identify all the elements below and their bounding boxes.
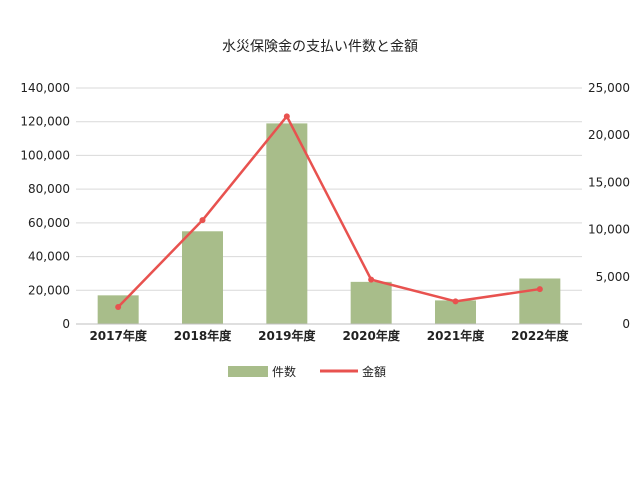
line-point <box>368 276 375 283</box>
legend-label-bar: 件数 <box>272 364 296 379</box>
left-tick-label: 140,000 <box>20 81 70 95</box>
line-point <box>283 113 290 120</box>
x-tick-label: 2020年度 <box>342 328 400 343</box>
legend: 件数 金額 <box>228 364 386 379</box>
right-axis-ticks: 0 5,000 10,000 15,000 20,000 25,000 <box>588 81 630 331</box>
right-tick-label: 5,000 <box>596 270 630 284</box>
legend-label-line: 金額 <box>362 364 386 379</box>
x-tick-label: 2019年度 <box>258 328 316 343</box>
right-tick-label: 0 <box>622 317 630 331</box>
left-tick-label: 20,000 <box>28 283 70 297</box>
gridlines <box>76 87 582 291</box>
right-tick-label: 15,000 <box>588 175 630 189</box>
left-tick-label: 100,000 <box>20 148 70 162</box>
bar <box>182 231 223 324</box>
chart-title: 水災保険金の支払い件数と金額 <box>222 39 418 55</box>
right-tick-label: 10,000 <box>588 223 630 237</box>
left-axis-ticks: 0 20,000 40,000 60,000 80,000 100,000 120,000 1… <box>20 81 70 331</box>
x-axis-labels: 2017年度 2018年度 2019年度 2020年度 2021年度 2022年度 <box>89 328 569 343</box>
left-tick-label: 60,000 <box>28 216 70 230</box>
left-tick-label: 120,000 <box>20 115 70 129</box>
x-tick-label: 2022年度 <box>511 328 569 343</box>
x-tick-label: 2017年度 <box>89 328 147 343</box>
bar-series <box>97 123 561 325</box>
left-tick-label: 80,000 <box>28 182 70 196</box>
line-point <box>199 217 206 224</box>
x-tick-label: 2018年度 <box>174 328 232 343</box>
line-path <box>117 115 541 308</box>
line-point <box>536 286 543 293</box>
bar <box>435 300 476 324</box>
line-point <box>115 304 122 311</box>
right-tick-label: 20,000 <box>588 128 630 142</box>
legend-swatch-bar <box>228 366 268 377</box>
bar <box>266 123 308 325</box>
right-tick-label: 25,000 <box>588 81 630 95</box>
x-tick-label: 2021年度 <box>427 328 485 343</box>
line-series <box>115 113 543 311</box>
bar <box>519 278 561 324</box>
line-point <box>452 298 459 305</box>
bar <box>350 281 392 324</box>
left-tick-label: 0 <box>62 317 70 331</box>
left-tick-label: 40,000 <box>28 250 70 264</box>
